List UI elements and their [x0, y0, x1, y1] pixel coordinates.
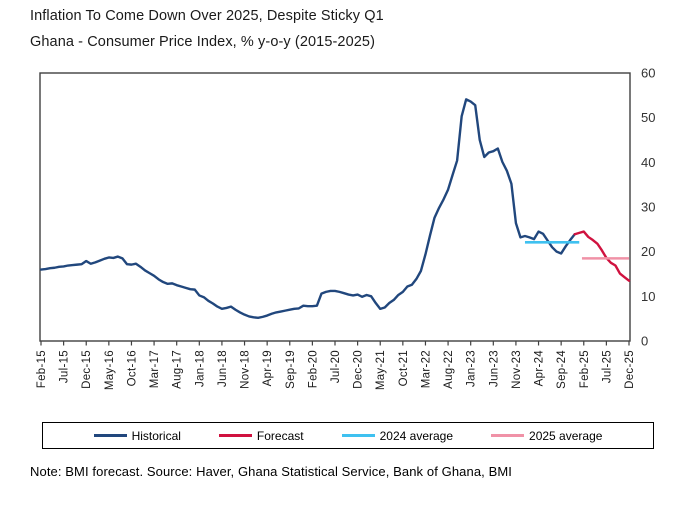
x-tick-label: Feb-15 — [36, 350, 48, 388]
legend-swatch-icon — [218, 434, 252, 437]
x-tick-label: Jan-18 — [194, 350, 206, 387]
x-tick-label: Dec-25 — [624, 350, 636, 389]
legend-item-2024-average: 2024 average — [341, 428, 454, 443]
x-tick-label: Jun-18 — [217, 350, 229, 387]
x-tick-label: May-21 — [375, 350, 387, 390]
y-tick-label: 20 — [641, 244, 655, 259]
x-tick-label: Oct-16 — [126, 350, 138, 386]
x-tick-label: Sep-19 — [285, 350, 297, 389]
legend-item-forecast: Forecast — [218, 428, 304, 443]
x-tick-label: Nov-18 — [240, 350, 252, 389]
legend-label: Forecast — [256, 428, 304, 443]
legend-item-historical: Historical — [93, 428, 181, 443]
legend-label: 2024 average — [379, 428, 454, 443]
historical-line — [39, 98, 576, 319]
y-tick-label: 30 — [641, 200, 655, 215]
x-tick-label: Jul-15 — [59, 350, 71, 383]
legend-swatch-icon — [491, 434, 525, 437]
page-title: Inflation To Come Down Over 2025, Despit… — [30, 8, 384, 24]
x-tick-label: Apr-24 — [534, 350, 546, 387]
legend-swatch-icon — [341, 434, 375, 437]
chart-area: Feb-15 Jul-15 Dec-15 May-16 Oct-16 Mar-17 Aug-… — [0, 60, 690, 418]
x-tick-label: Apr-19 — [262, 350, 274, 386]
x-tick-label: May-16 — [104, 350, 116, 390]
x-tick-label: Jul-20 — [330, 350, 342, 383]
x-tick-label: Oct-21 — [398, 350, 410, 386]
y-tick-label: 60 — [641, 66, 655, 81]
x-tick-label: Nov-23 — [511, 350, 523, 389]
plot-border — [39, 72, 631, 342]
x-tick-label: Feb-25 — [579, 350, 591, 388]
x-tick-label: Sep-24 — [556, 350, 568, 389]
chart-legend: Historical Forecast 2024 average 2025 avera… — [42, 422, 654, 449]
x-tick-label: Jul-25 — [601, 350, 613, 383]
chart-svg: Feb-15 Jul-15 Dec-15 May-16 Oct-16 Mar-17 Aug-… — [36, 66, 655, 391]
legend-label: Historical — [131, 428, 181, 443]
x-tick-label: Feb-20 — [307, 350, 319, 388]
x-tick-label: Dec-15 — [81, 350, 93, 389]
page-subtitle: Ghana - Consumer Price Index, % y-o-y (2… — [30, 34, 375, 50]
x-tick-label: Dec-20 — [353, 350, 365, 389]
legend-swatch-icon — [93, 434, 127, 437]
x-tick-label: Aug-17 — [172, 350, 184, 389]
y-tick-label: 0 — [641, 334, 648, 349]
legend-label: 2025 average — [529, 428, 603, 443]
x-tick-label: Jun-23 — [488, 350, 500, 387]
x-tick-label: Jan-23 — [466, 350, 478, 387]
footnote: Note: BMI forecast. Source: Haver, Ghana… — [30, 464, 512, 479]
legend-item-2025-average: 2025 average — [491, 429, 602, 443]
x-tick-label: Mar-17 — [149, 350, 161, 388]
x-tick-label: Aug-22 — [443, 350, 455, 389]
y-tick-label: 10 — [641, 289, 655, 304]
y-tick-label: 50 — [641, 110, 655, 125]
y-tick-label: 40 — [641, 155, 655, 170]
x-tick-label: Mar-22 — [420, 350, 432, 388]
forecast-line — [573, 230, 631, 282]
